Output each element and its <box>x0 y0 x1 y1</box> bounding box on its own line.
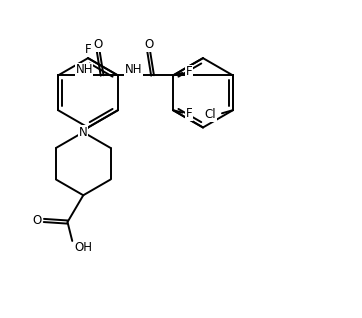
Text: Cl: Cl <box>205 108 216 121</box>
Text: F: F <box>186 107 193 121</box>
Text: N: N <box>79 126 88 139</box>
Text: NH: NH <box>125 63 142 76</box>
Text: NH: NH <box>75 63 93 76</box>
Text: O: O <box>94 38 103 51</box>
Text: O: O <box>144 38 153 51</box>
Text: O: O <box>32 214 42 227</box>
Text: OH: OH <box>75 241 93 254</box>
Text: F: F <box>186 65 193 78</box>
Text: F: F <box>85 43 91 56</box>
